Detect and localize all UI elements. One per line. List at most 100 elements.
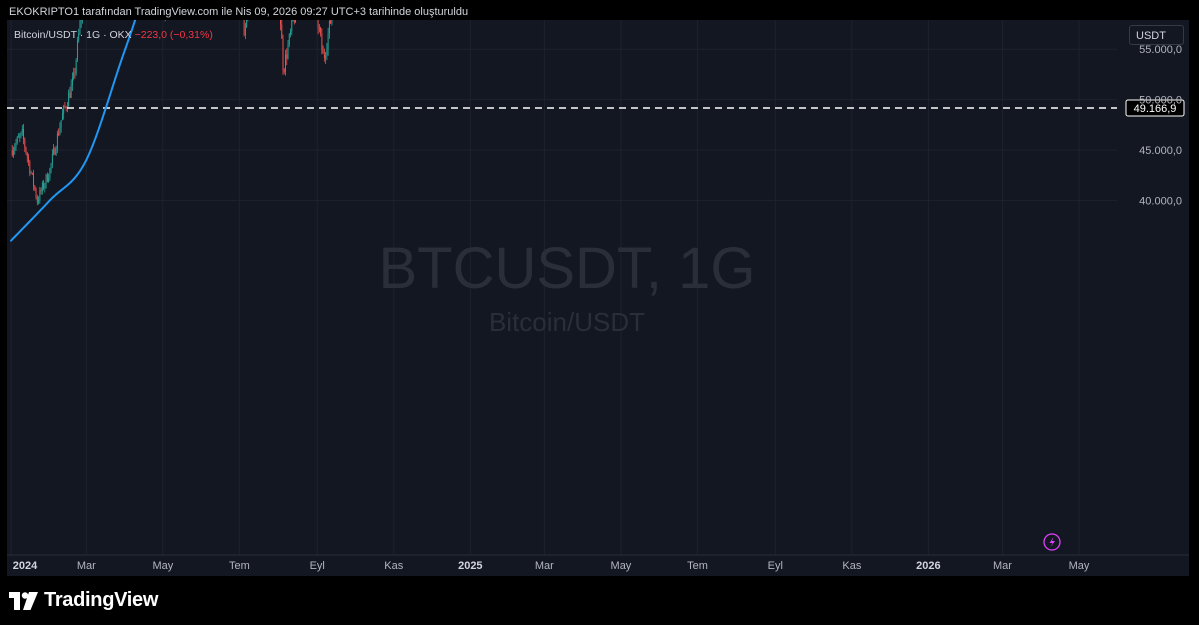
candle-body [321,33,323,50]
candle-body [58,133,60,135]
symbol-info[interactable]: Bitcoin/USDT · 1G · OKX −223,0 (−0,31%) [14,29,213,41]
candle-body [330,20,332,24]
moving-average-segment [117,57,123,69]
tradingview-logo-text: TradingView [44,589,159,611]
price-chart[interactable]: BTCUSDT, 1G Bitcoin/USDT 125.292,297.450… [7,20,1189,576]
moving-average-segment [114,66,120,79]
watermark-main: BTCUSDT, 1G [378,236,755,301]
time-tick-label: Tem [687,560,708,572]
candle-body [76,40,78,60]
candle-body [38,200,40,203]
candle-body [20,132,22,136]
time-tick-label: Kas [384,560,403,572]
moving-average-segment [88,144,94,155]
candle-body [23,128,24,140]
candle-body [26,153,28,158]
candle-body [33,173,35,186]
candle-body [293,20,295,23]
candle-body [290,31,291,35]
candle-body [25,147,27,154]
candle-body [287,44,289,59]
moving-average-segment [127,29,133,42]
candle-body [21,128,23,133]
time-tick-label: 2026 [916,560,940,572]
moving-average-segment [91,136,97,147]
candle-body [15,142,17,148]
candle-body [61,113,63,121]
chart-frame[interactable]: BTCUSDT, 1G Bitcoin/USDT 125.292,297.450… [7,20,1189,576]
moving-average-segment [120,48,127,60]
candle-body [246,20,248,28]
tradingview-logo-icon [9,591,39,610]
candle-body [325,55,327,58]
price-axis[interactable]: 40.000,045.000,050.000,055.000,060.000,0… [1133,20,1182,207]
candle-body [41,182,43,192]
horizontal-levels[interactable]: 125.292,297.450,185.549,074.512,960.374,… [7,20,1185,117]
moving-average-segment [130,20,136,32]
candle-body [54,148,56,155]
time-tick-label: May [611,560,632,572]
time-tick-label: Kas [842,560,861,572]
candle-body [50,163,52,169]
candle-body [288,34,290,45]
candle-body [63,105,65,114]
price-tick-label: 40.000,0 [1139,195,1182,207]
moving-average-segment [104,97,110,110]
candle-body [11,149,13,156]
moving-average-segment [101,107,107,120]
candle-body [51,154,53,164]
candle-body [35,189,37,198]
time-tick-label: Tem [229,560,250,572]
candle-body [59,127,61,135]
moving-average-segment [98,117,104,129]
symbol-name: Bitcoin/USDT · 1G · OKX [14,29,132,41]
candle-body [292,20,294,21]
currency-selector[interactable]: USDT [1129,25,1184,45]
time-tick-label: Mar [77,560,96,572]
candles [11,20,333,206]
candle-body [43,182,45,189]
candle-body [331,20,333,24]
candle-body [295,20,296,23]
candle-body [13,150,14,156]
candle-body [65,106,67,108]
time-tick-label: Eyl [768,560,783,572]
time-tick-label: May [152,560,173,572]
grid-lines [7,20,1117,555]
moving-average-segment [124,39,130,51]
moving-average [10,20,137,242]
candle-body [36,197,38,203]
candle-body [75,59,77,74]
candle-body [281,24,283,39]
chart-caption: EKOKRIPTO1 tarafından TradingView.com il… [9,6,469,18]
candle-body [48,178,50,182]
candle-body [286,54,288,59]
candle-body [243,20,245,36]
candle-body [30,172,32,174]
moving-average-segment [85,152,91,162]
moving-average-segment [82,159,88,167]
time-tick-label: Mar [993,560,1012,572]
moving-average-segment [107,87,114,100]
candle-body [74,72,76,74]
candle-body [68,92,70,107]
candle-body [19,135,21,138]
candle-body [78,33,80,41]
price-tick-label: 55.000,0 [1139,44,1182,56]
time-tick-label: 2024 [13,560,38,572]
time-tick-label: Eyl [310,560,325,572]
chart-background [7,20,1189,576]
candle-body [322,49,324,54]
candle-body [64,105,66,107]
candle-body [70,84,72,98]
symbol-change: −223,0 (−0,31%) [134,29,213,41]
flash-icon[interactable] [1043,533,1061,551]
tradingview-logo[interactable]: TradingView [9,589,158,612]
candle-body [328,20,330,34]
candle-body [34,185,36,190]
price-tick-label: 50.000,0 [1139,95,1182,107]
time-tick-label: Mar [535,560,554,572]
time-axis[interactable]: 2024 Mar May Tem Eyl Kas 2025 Mar May Tem Eyl Kas 20… [7,554,1189,572]
candle-body [55,149,57,155]
candle-body [282,38,284,70]
